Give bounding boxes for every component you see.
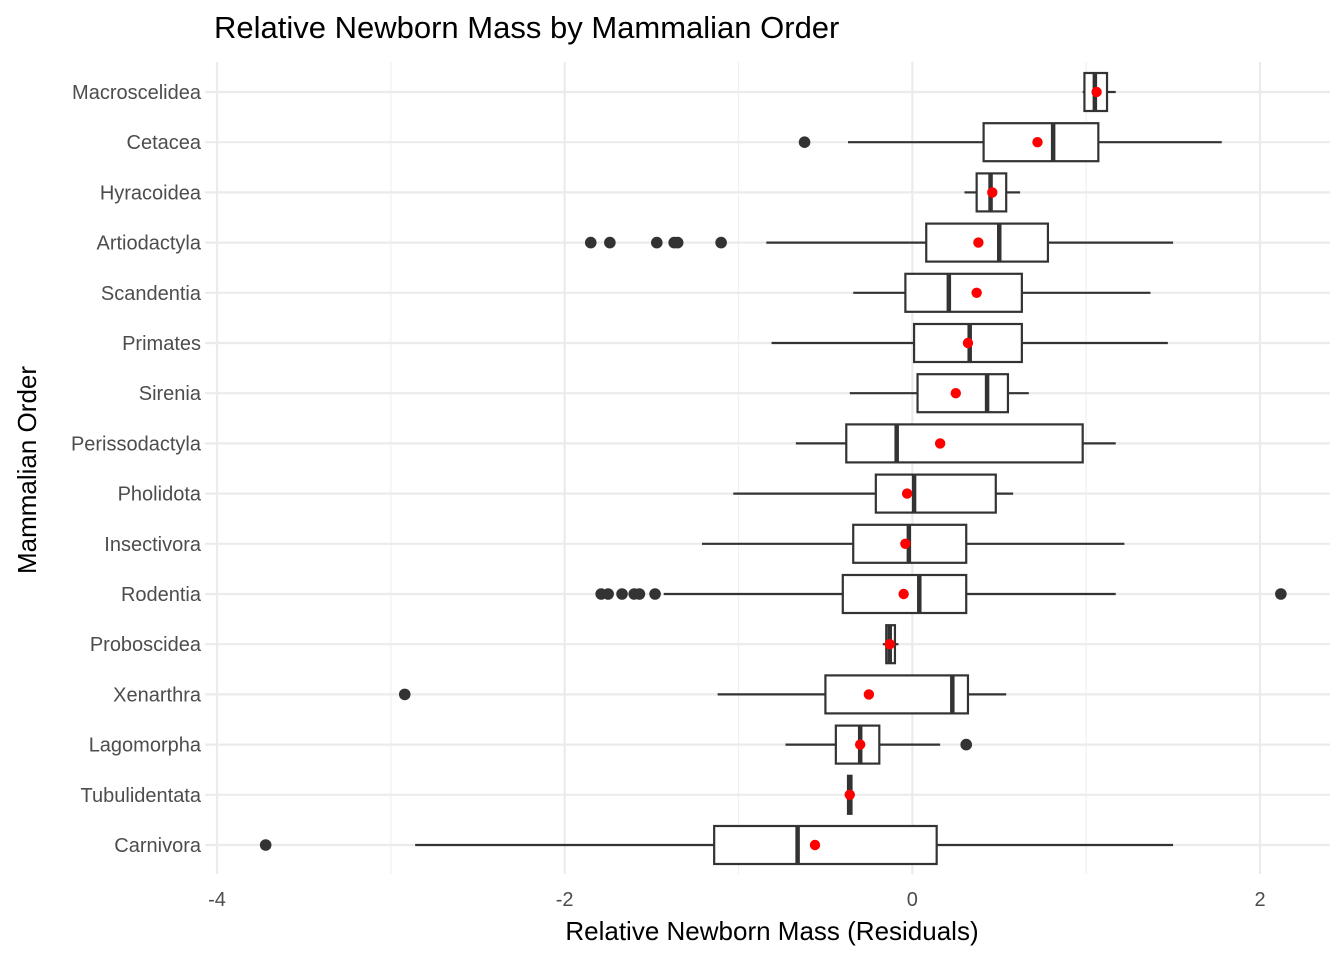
- mean-point: [950, 388, 961, 399]
- y-category-label: Hyracoidea: [100, 182, 202, 204]
- x-tick-label: 0: [907, 889, 918, 911]
- y-category-label: Xenarthra: [113, 684, 202, 706]
- y-category-label: Perissodactyla: [71, 433, 202, 455]
- outlier-point: [633, 588, 646, 600]
- iqr-box: [916, 373, 1010, 414]
- iqr-box: [845, 423, 1084, 464]
- iqr-box: [824, 674, 970, 715]
- outlier-point: [604, 236, 616, 249]
- mean-point: [1091, 86, 1102, 98]
- y-category-label: Sirenia: [139, 383, 202, 405]
- x-tick-label: -4: [208, 889, 226, 911]
- y-category-label: Lagomorpha: [89, 735, 202, 757]
- mean-point: [901, 488, 913, 499]
- y-category-label: Cetacea: [127, 132, 202, 154]
- mean-point: [844, 789, 855, 800]
- y-category-label: Insectivora: [104, 534, 202, 556]
- outlier-point: [960, 738, 973, 751]
- iqr-box: [925, 222, 1050, 263]
- outlier-point: [649, 588, 661, 600]
- iqr-box: [904, 272, 1023, 313]
- iqr-box: [874, 473, 997, 514]
- outlier-point: [715, 236, 727, 249]
- y-category-label: Tubulidentata: [81, 785, 202, 807]
- mean-point: [884, 639, 895, 650]
- y-category-label: Proboscidea: [90, 634, 202, 656]
- mean-point: [863, 689, 875, 700]
- mean-point: [973, 237, 984, 248]
- y-category-label: Artiodactyla: [97, 233, 202, 255]
- mean-point: [898, 588, 909, 600]
- mean-point: [900, 538, 911, 549]
- y-category-label: Pholidota: [118, 484, 202, 506]
- mean-point: [809, 839, 821, 851]
- outlier-point: [616, 588, 628, 600]
- outlier-point: [398, 688, 411, 701]
- y-category-label: Scandentia: [101, 283, 202, 305]
- iqr-box: [713, 824, 938, 866]
- chart-title: Relative Newborn Mass by Mammalian Order: [214, 10, 839, 45]
- y-category-label: Rodentia: [121, 584, 202, 606]
- mean-point: [971, 287, 982, 298]
- y-axis-title: Mammalian Order: [12, 366, 42, 574]
- y-category-label: Carnivora: [114, 835, 202, 857]
- outlier-point: [650, 236, 663, 249]
- outlier-point: [1275, 588, 1287, 600]
- outlier-point: [602, 588, 614, 600]
- outlier-point: [584, 236, 597, 249]
- y-category-label: Primates: [122, 333, 201, 355]
- mean-point: [854, 739, 866, 750]
- x-tick-label: 2: [1254, 889, 1265, 911]
- plot-area: -4 -2 0 2 Macroscelidea Cetacea Hyracoidea Arti…: [71, 62, 1330, 911]
- x-tick-label: -2: [556, 889, 574, 911]
- mean-point: [987, 187, 998, 198]
- mean-point: [1032, 137, 1043, 148]
- outlier-point: [671, 236, 684, 249]
- mean-point: [934, 438, 946, 449]
- x-axis-title: Relative Newborn Mass (Residuals): [565, 916, 978, 946]
- mean-point: [962, 337, 974, 349]
- outlier-point: [798, 136, 811, 148]
- outlier-point: [259, 839, 272, 851]
- y-category-label: Macroscelidea: [72, 82, 202, 104]
